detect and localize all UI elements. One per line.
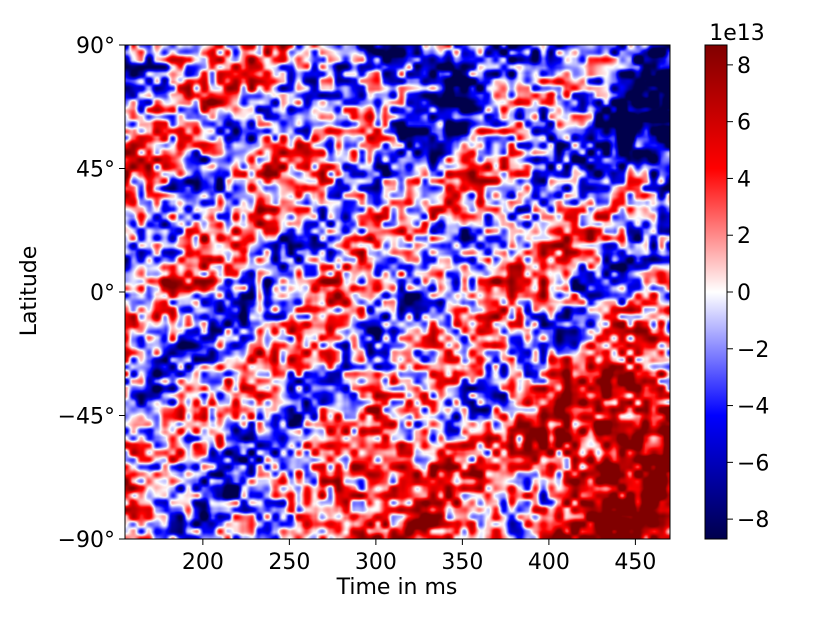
- x-tick-label: 300: [355, 550, 397, 575]
- colorbar: −8 −6 −4 −2 0 2 4 6 8: [704, 44, 769, 540]
- y-axis-label: Latitude: [17, 246, 42, 337]
- y-tick-label: 90°: [76, 34, 115, 59]
- y-axis: 90° 45° 0° −45° −90°: [58, 34, 125, 553]
- y-tick-label: 45°: [76, 158, 115, 183]
- x-axis: 200 250 300 350 400 450: [182, 539, 656, 575]
- colorbar-tick-label: 6: [737, 111, 751, 136]
- y-tick-label: −90°: [58, 528, 115, 553]
- colorbar-tick-label: −6: [737, 451, 769, 476]
- colorbar-offset-label: 1e13: [709, 21, 765, 46]
- x-tick-label: 350: [441, 550, 483, 575]
- y-tick-label: −45°: [58, 405, 115, 430]
- colorbar-gradient: [704, 44, 728, 540]
- colorbar-tick-label: −8: [737, 508, 769, 533]
- colorbar-tick-label: 8: [737, 54, 751, 79]
- x-tick-label: 250: [268, 550, 310, 575]
- x-tick-label: 200: [182, 550, 224, 575]
- heatmap-image: [125, 45, 670, 539]
- colorbar-tick-label: 0: [737, 281, 751, 306]
- colorbar-tick-label: −4: [737, 395, 769, 420]
- plot-area: [124, 44, 671, 540]
- y-tick-label: 0°: [90, 281, 115, 306]
- colorbar-tick-label: 2: [737, 224, 751, 249]
- colorbar-tick-label: −2: [737, 338, 769, 363]
- x-tick-label: 400: [528, 550, 570, 575]
- x-axis-label: Time in ms: [336, 575, 458, 600]
- x-tick-label: 450: [614, 550, 656, 575]
- colorbar-tick-label: 4: [737, 167, 751, 192]
